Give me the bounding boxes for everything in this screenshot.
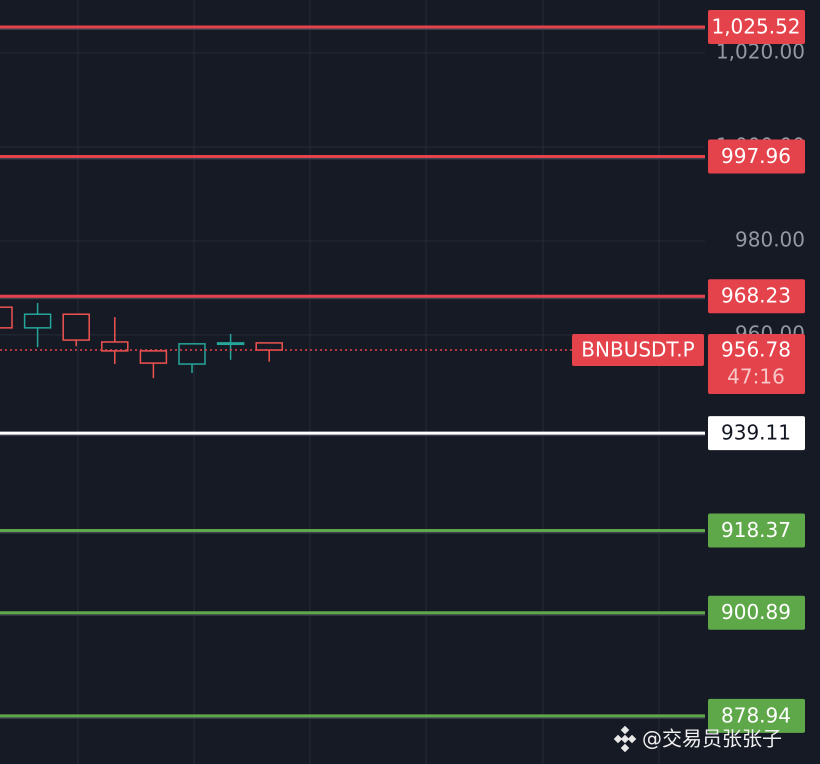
level-label-box	[708, 279, 805, 314]
level-label-box	[708, 9, 805, 44]
vertical-grid	[77, 0, 660, 764]
level-label-box	[708, 139, 805, 174]
level-label-box	[708, 513, 805, 548]
level-label: 878.94	[721, 703, 791, 727]
last-price-box	[708, 334, 805, 395]
candle-body	[216, 342, 245, 346]
symbol-box	[572, 334, 704, 367]
level-label: 918.37	[721, 518, 791, 542]
last-price-label: 956.78	[721, 338, 791, 362]
candle-body	[0, 306, 13, 329]
level-label-box	[708, 595, 805, 630]
level-label: 1,025.52	[711, 14, 800, 38]
candle-body	[23, 313, 52, 329]
candle-body	[178, 343, 206, 365]
candle-body	[62, 313, 90, 341]
countdown-label: 47:16	[727, 365, 785, 389]
watermark: @交易员张张子	[642, 727, 782, 751]
y-tick-label: 980.00	[735, 227, 805, 251]
candle-body	[255, 342, 283, 351]
level-label: 900.89	[721, 600, 791, 624]
level-label-box	[708, 698, 805, 733]
level-label: 997.96	[721, 144, 791, 168]
candle-body	[101, 341, 129, 352]
candle-body	[139, 350, 168, 364]
level-label: 939.11	[721, 421, 791, 445]
symbol-label: BNBUSDT.P	[581, 338, 694, 362]
level-label-box	[708, 416, 805, 451]
level-label: 968.23	[721, 284, 791, 308]
